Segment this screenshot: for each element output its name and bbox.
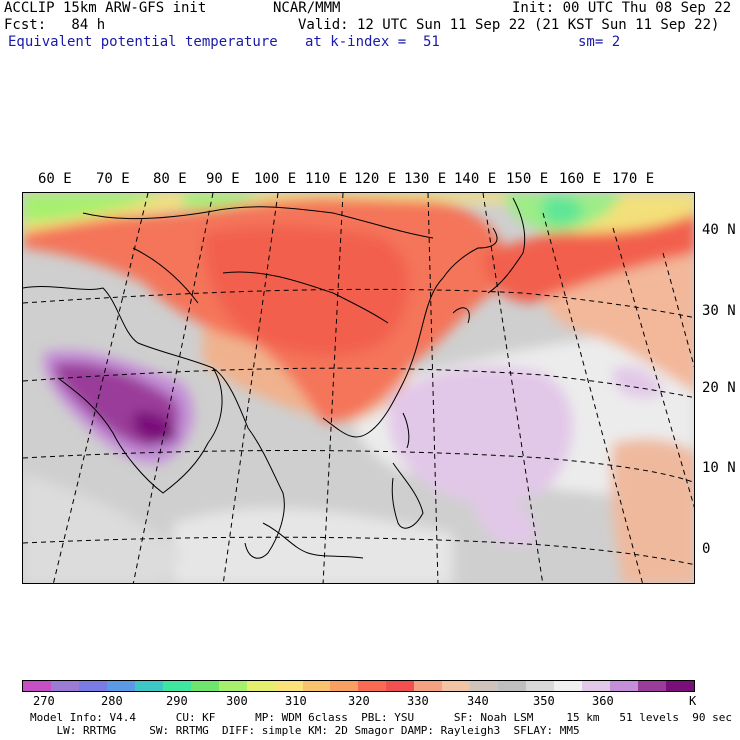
lat-label-10n: 10 N bbox=[702, 460, 736, 476]
lon-label-90e: 90 E bbox=[206, 171, 240, 187]
lon-label-110e: 110 E bbox=[305, 171, 348, 187]
lon-label-60e: 60 E bbox=[38, 171, 72, 187]
init-time: Init: 00 UTC Thu 08 Sep 22 bbox=[512, 0, 732, 16]
colorbar-tick-270: 270 bbox=[33, 694, 55, 708]
colorbar-swatch bbox=[470, 681, 499, 691]
colorbar-swatch bbox=[274, 681, 303, 691]
map-grid bbox=[23, 193, 694, 583]
colorbar-swatch bbox=[610, 681, 638, 691]
colorbar-swatch bbox=[134, 681, 163, 691]
lon-label-130e: 130 E bbox=[404, 171, 447, 187]
colorbar-swatch bbox=[582, 681, 611, 691]
forecast-hour: Fcst: 84 h bbox=[4, 17, 106, 33]
lon-label-170e: 170 E bbox=[612, 171, 655, 187]
colorbar-swatch bbox=[23, 681, 51, 691]
colorbar-swatch bbox=[414, 681, 443, 691]
colorbar-swatch bbox=[498, 681, 527, 691]
colorbar-swatch bbox=[637, 681, 666, 691]
field-name: Equivalent potential temperature bbox=[8, 34, 278, 50]
colorbar-tick-360: 360 bbox=[592, 694, 614, 708]
colorbar-swatch bbox=[218, 681, 247, 691]
colorbar-tick-280: 280 bbox=[101, 694, 123, 708]
colorbar-tick-290: 290 bbox=[166, 694, 188, 708]
colorbar-tick-330: 330 bbox=[407, 694, 429, 708]
colorbar-swatch bbox=[162, 681, 191, 691]
lon-label-120e: 120 E bbox=[354, 171, 397, 187]
lat-label-40n: 40 N bbox=[702, 222, 736, 238]
map-panel[interactable] bbox=[22, 192, 695, 584]
theta-e-field bbox=[23, 193, 694, 583]
colorbar-swatch bbox=[78, 681, 107, 691]
model-title: ACCLIP 15km ARW-GFS init bbox=[4, 0, 207, 16]
colorbar-swatch bbox=[386, 681, 415, 691]
colorbar-swatch bbox=[246, 681, 275, 691]
colorbar-tick-310: 310 bbox=[285, 694, 307, 708]
colorbar-swatch bbox=[442, 681, 471, 691]
colorbar bbox=[22, 680, 695, 692]
model-info-line2: LW: RRTMG SW: RRTMG DIFF: simple KM: 2D … bbox=[30, 724, 580, 737]
colorbar-swatch bbox=[190, 681, 219, 691]
colorbar-swatch bbox=[358, 681, 387, 691]
smoothing-label: sm= 2 bbox=[578, 34, 621, 50]
valid-time: Valid: 12 UTC Sun 11 Sep 22 (21 KST Sun … bbox=[298, 17, 720, 33]
lat-label-0: 0 bbox=[702, 541, 711, 557]
colorbar-tick-350: 350 bbox=[533, 694, 555, 708]
colorbar-swatch bbox=[330, 681, 359, 691]
lon-label-150e: 150 E bbox=[506, 171, 549, 187]
colorbar-unit: K bbox=[689, 694, 697, 708]
lat-label-30n: 30 N bbox=[702, 303, 736, 319]
colorbar-tick-300: 300 bbox=[226, 694, 248, 708]
lon-label-140e: 140 E bbox=[454, 171, 497, 187]
colorbar-swatch bbox=[665, 681, 694, 691]
colorbar-swatch bbox=[554, 681, 583, 691]
lat-label-20n: 20 N bbox=[702, 380, 736, 396]
lon-label-80e: 80 E bbox=[153, 171, 187, 187]
colorbar-swatch bbox=[106, 681, 135, 691]
colorbar-tick-320: 320 bbox=[348, 694, 370, 708]
colorbar-tick-340: 340 bbox=[467, 694, 489, 708]
institution-label: NCAR/MMM bbox=[273, 0, 341, 16]
model-info-line1: Model Info: V4.4 CU: KF MP: WDM 6class P… bbox=[30, 711, 732, 724]
colorbar-swatch bbox=[302, 681, 331, 691]
lon-label-100e: 100 E bbox=[254, 171, 297, 187]
coastlines bbox=[23, 197, 526, 559]
lon-label-70e: 70 E bbox=[96, 171, 130, 187]
level-label: at k-index = 51 bbox=[305, 34, 440, 50]
colorbar-swatch bbox=[50, 681, 79, 691]
colorbar-swatch bbox=[526, 681, 555, 691]
lon-label-160e: 160 E bbox=[559, 171, 602, 187]
